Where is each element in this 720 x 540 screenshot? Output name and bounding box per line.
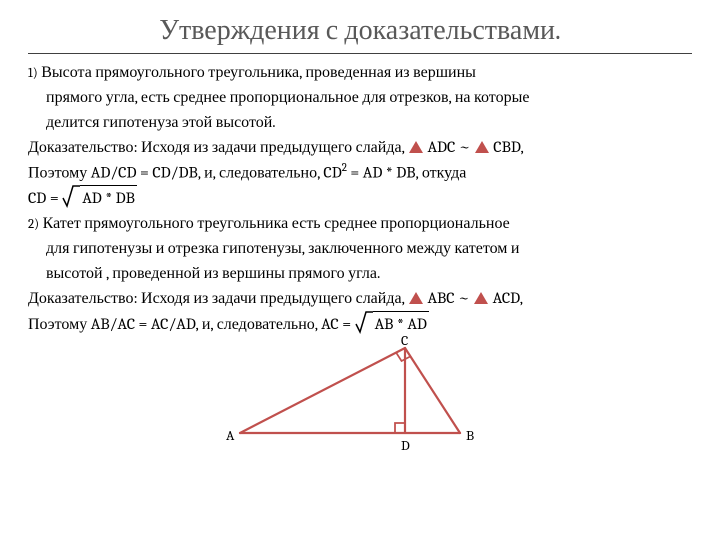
proof-2-a-text: Доказательство: Исходя из задачи предыду…	[28, 289, 408, 307]
triangle-icon	[474, 292, 488, 304]
item-1-text-a: Высота прямоугольного треугольника, пров…	[41, 63, 476, 81]
item-1-text-c: делится гипотенуза этой высотой.	[28, 110, 692, 134]
triangle-svg	[230, 338, 490, 458]
item-1-line-a: 1) Высота прямоугольного треугольника, п…	[28, 60, 692, 84]
proof-1-line-c: CD = AD * DB	[28, 185, 692, 210]
item-2-line-a: 2) Катет прямоугольного треугольника ест…	[28, 211, 692, 235]
triangle-icon	[409, 141, 423, 153]
proof-2-line-b: Поэтому AB/AC = AC/AD, и, следовательно,…	[28, 311, 692, 336]
proof-2-line-a: Доказательство: Исходя из задачи предыду…	[28, 286, 692, 310]
sqrt-arg: AD * DB	[80, 185, 137, 210]
item-2-number: 2)	[28, 217, 39, 232]
proof-2-a-tri1: ABC ~	[427, 289, 473, 307]
item-2-text-b: для гипотенузы и отрезка гипотенузы, зак…	[28, 236, 692, 260]
proof-2-b-text: Поэтому AB/AC = AC/AD, и, следовательно,…	[28, 315, 355, 333]
item-1-text-b: прямого угла, есть среднее пропорциональ…	[28, 85, 692, 109]
triangle-icon	[475, 141, 489, 153]
proof-1-a-tri1: ADC ~	[427, 138, 473, 156]
proof-2-a-tri2: ACD,	[493, 289, 523, 307]
item-2-text-c: высотой , проведенной из вершины прямого…	[28, 261, 692, 285]
slide-title: Утверждения с доказательствами.	[28, 14, 692, 54]
proof-1-line-a: Доказательство: Исходя из задачи предыду…	[28, 135, 692, 159]
triangle-icon	[409, 292, 423, 304]
proof-1-line-b: Поэтому AD/CD = CD/DB, и, следовательно,…	[28, 160, 692, 184]
proof-1-b-text: Поэтому AD/CD = CD/DB, и, следовательно,…	[28, 163, 342, 181]
proof-1-c-lhs: CD =	[28, 189, 62, 207]
vertex-label-a: A	[226, 425, 234, 446]
item-1-number: 1)	[28, 66, 38, 81]
vertex-label-b: B	[466, 425, 474, 446]
proof-1-a-text: Доказательство: Исходя из задачи предыду…	[28, 138, 408, 156]
triangle-figure: A B C D	[230, 338, 490, 458]
sqrt-expression: AD * DB	[62, 185, 137, 210]
vertex-label-c: C	[401, 330, 408, 351]
slide-body: 1) Высота прямоугольного треугольника, п…	[28, 60, 692, 458]
sqrt-icon	[62, 186, 80, 206]
proof-1-a-tri2: CBD,	[493, 138, 523, 156]
sqrt-expression: AB * AD	[355, 311, 429, 336]
sqrt-icon	[355, 312, 373, 332]
proof-1-b-text2: = AD * DB, откуда	[347, 163, 467, 181]
item-2-text-a: Катет прямоугольного треугольника есть с…	[43, 214, 510, 232]
vertex-label-d: D	[401, 435, 410, 456]
